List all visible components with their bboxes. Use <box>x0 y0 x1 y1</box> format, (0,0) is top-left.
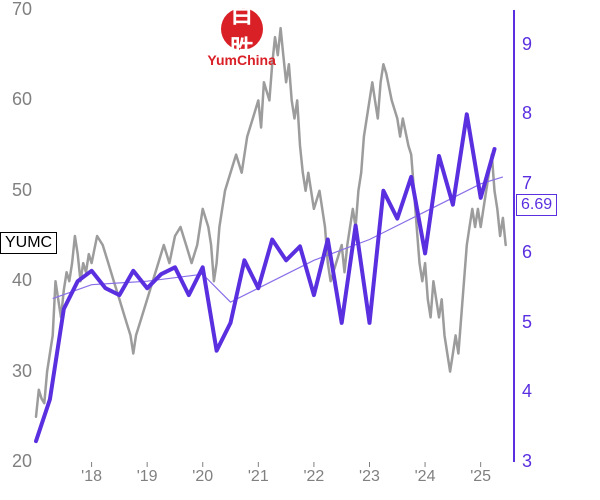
right-axis-tick: 6 <box>522 242 542 263</box>
right-axis-tick: 4 <box>522 381 542 402</box>
company-logo: 百胜 YumChina <box>197 8 287 68</box>
x-axis-tick: '20 <box>183 468 223 486</box>
x-axis-tick: '24 <box>405 468 445 486</box>
x-axis-tick: '21 <box>238 468 278 486</box>
left-axis-tick: 70 <box>2 0 32 20</box>
price-line <box>36 28 506 417</box>
right-axis-tick: 9 <box>522 34 542 55</box>
left-axis-tick: 20 <box>2 451 32 472</box>
logo-circle-icon: 百胜 <box>221 8 263 50</box>
right-axis-tick: 7 <box>522 173 542 194</box>
right-axis-tick: 3 <box>522 451 542 472</box>
right-axis-tick: 8 <box>522 103 542 124</box>
x-axis-tick: '19 <box>127 468 167 486</box>
left-axis-tick: 30 <box>2 361 32 382</box>
logo-text: YumChina <box>197 52 287 68</box>
chart-svg <box>0 0 600 500</box>
ticker-label: YUMC <box>0 232 57 254</box>
revenue-trend-line <box>53 177 503 302</box>
x-axis-tick: '25 <box>461 468 501 486</box>
left-axis-tick: 40 <box>2 270 32 291</box>
left-axis-tick: 50 <box>2 180 32 201</box>
x-axis-tick: '22 <box>294 468 334 486</box>
x-axis-tick: '18 <box>72 468 112 486</box>
chart-root: YUMC 6.69 Q Revenue Per Share 百胜 YumChin… <box>0 0 600 500</box>
right-axis-tick: 5 <box>522 312 542 333</box>
revenue-value-callout: 6.69 <box>516 194 557 216</box>
x-axis-tick: '23 <box>349 468 389 486</box>
left-axis-tick: 60 <box>2 89 32 110</box>
